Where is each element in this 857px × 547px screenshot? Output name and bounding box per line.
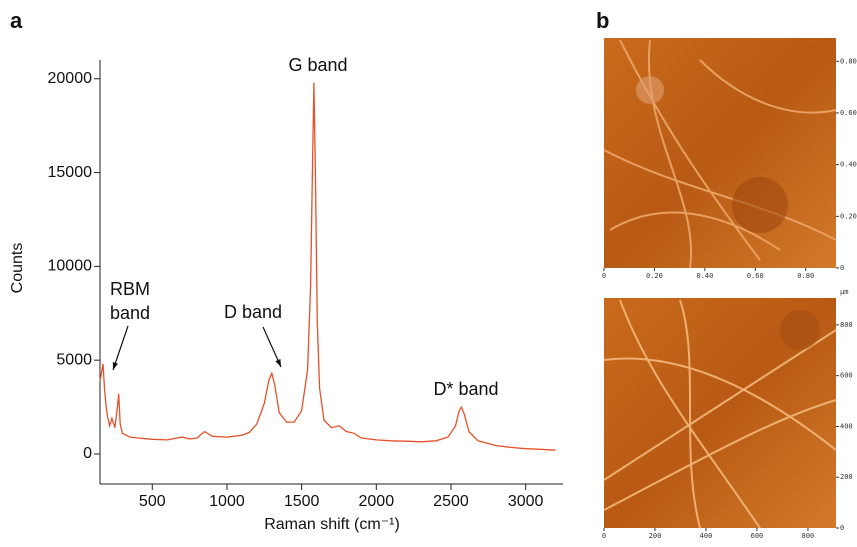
x-tick-label: 1000 [209, 493, 245, 510]
y-tick-label: 0.20 [840, 212, 857, 220]
x-tick-label: 500 [139, 493, 166, 510]
arrow-head [112, 362, 119, 370]
x-tick-label: 0.40 [696, 272, 713, 280]
annotation: band [110, 303, 150, 323]
x-tick-label: 2000 [359, 493, 395, 510]
y-tick-label: 0.40 [840, 161, 857, 169]
x-tick-label: 0 [602, 532, 606, 540]
x-tick-label: 400 [700, 532, 713, 540]
y-tick-label: 800 [840, 321, 853, 329]
y-tick-label: 600 [840, 372, 853, 380]
annotation: RBM [110, 279, 150, 299]
x-tick-label: 200 [649, 532, 662, 540]
y-axis-label: Counts [9, 243, 26, 294]
annotation: D* band [433, 379, 498, 399]
afm-texture [780, 310, 820, 350]
annotation: G band [288, 55, 347, 75]
y-tick-label: 10000 [48, 258, 93, 275]
panel-label: a [10, 8, 23, 33]
x-tick-label: 0.60 [747, 272, 764, 280]
spectrum-line [99, 82, 556, 451]
y-tick-label: 5000 [56, 351, 92, 368]
afm-texture [603, 299, 837, 529]
afm-bottom [603, 298, 837, 529]
arrow-head [275, 359, 281, 367]
y-tick-label: 15000 [48, 164, 93, 181]
annotation: D band [224, 302, 282, 322]
panel-label: b [596, 8, 609, 33]
y-tick-label: 0.80 [840, 57, 857, 65]
annotation-arrow [112, 325, 129, 371]
x-axis-label: Raman shift (cm⁻¹) [264, 516, 400, 533]
x-tick-label: 0.20 [646, 272, 663, 280]
y-tick-label: 0 [83, 445, 92, 462]
y-tick-label: 400 [840, 422, 853, 430]
afm-texture [603, 39, 837, 269]
afm-texture [636, 76, 664, 104]
x-tick-label: 800 [802, 532, 815, 540]
x-tick-label: 600 [751, 532, 764, 540]
afm-image [604, 38, 836, 268]
x-tick-label: 1500 [284, 493, 320, 510]
x-tick-label: 0 [602, 272, 606, 280]
y-tick-label: 20000 [48, 70, 93, 87]
x-tick-label: 0.80 [797, 272, 814, 280]
unit-label: µm [840, 288, 848, 296]
y-tick-label: 0 [840, 264, 844, 272]
y-tick-label: 200 [840, 473, 853, 481]
afm-texture [732, 177, 788, 233]
y-tick-label: 0.60 [840, 109, 857, 117]
afm-top [603, 38, 837, 269]
x-tick-label: 3000 [508, 493, 544, 510]
y-tick-label: 0 [840, 524, 844, 532]
x-tick-label: 2500 [433, 493, 469, 510]
